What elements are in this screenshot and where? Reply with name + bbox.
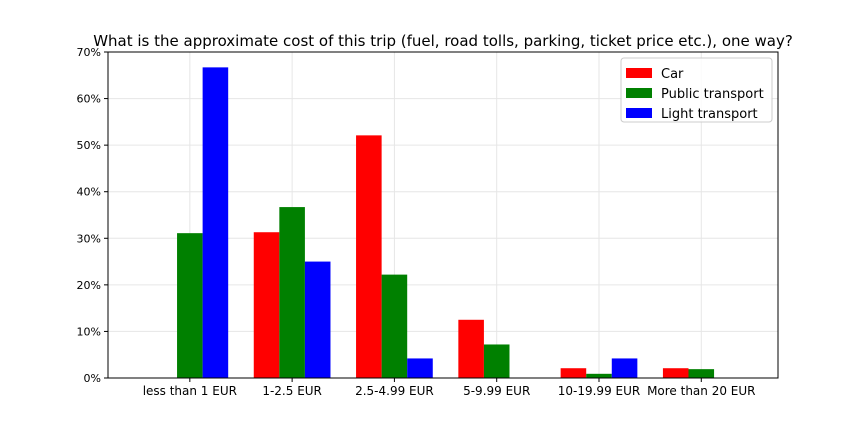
bar <box>177 233 203 378</box>
legend-label: Public transport <box>661 87 764 102</box>
bar <box>304 261 331 378</box>
bar <box>407 358 433 378</box>
bars <box>177 67 715 379</box>
chart-title: What is the approximate cost of this tri… <box>93 32 793 50</box>
legend-box <box>620 57 773 123</box>
legend-label: Light transport <box>661 107 758 122</box>
bar <box>662 368 689 378</box>
y-tick-label: 60% <box>77 93 101 106</box>
legend-swatch <box>626 108 652 118</box>
y-axis: 0% 10% 20% 30% 40% 50% 60% 70% <box>77 46 108 385</box>
bar <box>560 368 587 378</box>
x-tick-label: 1-2.5 EUR <box>262 384 322 398</box>
bar <box>381 274 408 378</box>
plot-frame <box>107 51 779 379</box>
y-tick-label: 30% <box>77 232 101 245</box>
y-tick-label: 50% <box>77 139 101 152</box>
bar <box>279 207 305 378</box>
y-tick-label: 0% <box>84 372 101 385</box>
bar <box>202 67 229 379</box>
y-tick-label: 20% <box>77 279 101 292</box>
legend-label: Car <box>661 67 684 82</box>
legend-swatch <box>626 88 652 98</box>
y-tick-label: 10% <box>77 325 101 338</box>
legend: Car Public transport Light transport <box>620 57 773 123</box>
x-tick-label: 5-9.99 EUR <box>463 384 530 398</box>
x-tick-label: 10-19.99 EUR <box>558 384 640 398</box>
y-tick-label: 40% <box>77 186 101 199</box>
x-tick-label: 2.5-4.99 EUR <box>355 384 434 398</box>
bar <box>586 373 612 378</box>
bar <box>483 344 510 378</box>
bar <box>458 319 484 378</box>
bar <box>356 135 382 378</box>
x-tick-label: less than 1 EUR <box>143 384 237 398</box>
bar <box>688 369 715 378</box>
y-tick-label: 70% <box>77 46 101 59</box>
bar <box>611 358 638 378</box>
legend-swatch <box>626 68 652 78</box>
x-tick-label: More than 20 EUR <box>647 384 755 398</box>
bar <box>253 232 280 378</box>
x-axis: less than 1 EUR 1-2.5 EUR 2.5-4.99 EUR 5-9.… <box>143 378 756 398</box>
